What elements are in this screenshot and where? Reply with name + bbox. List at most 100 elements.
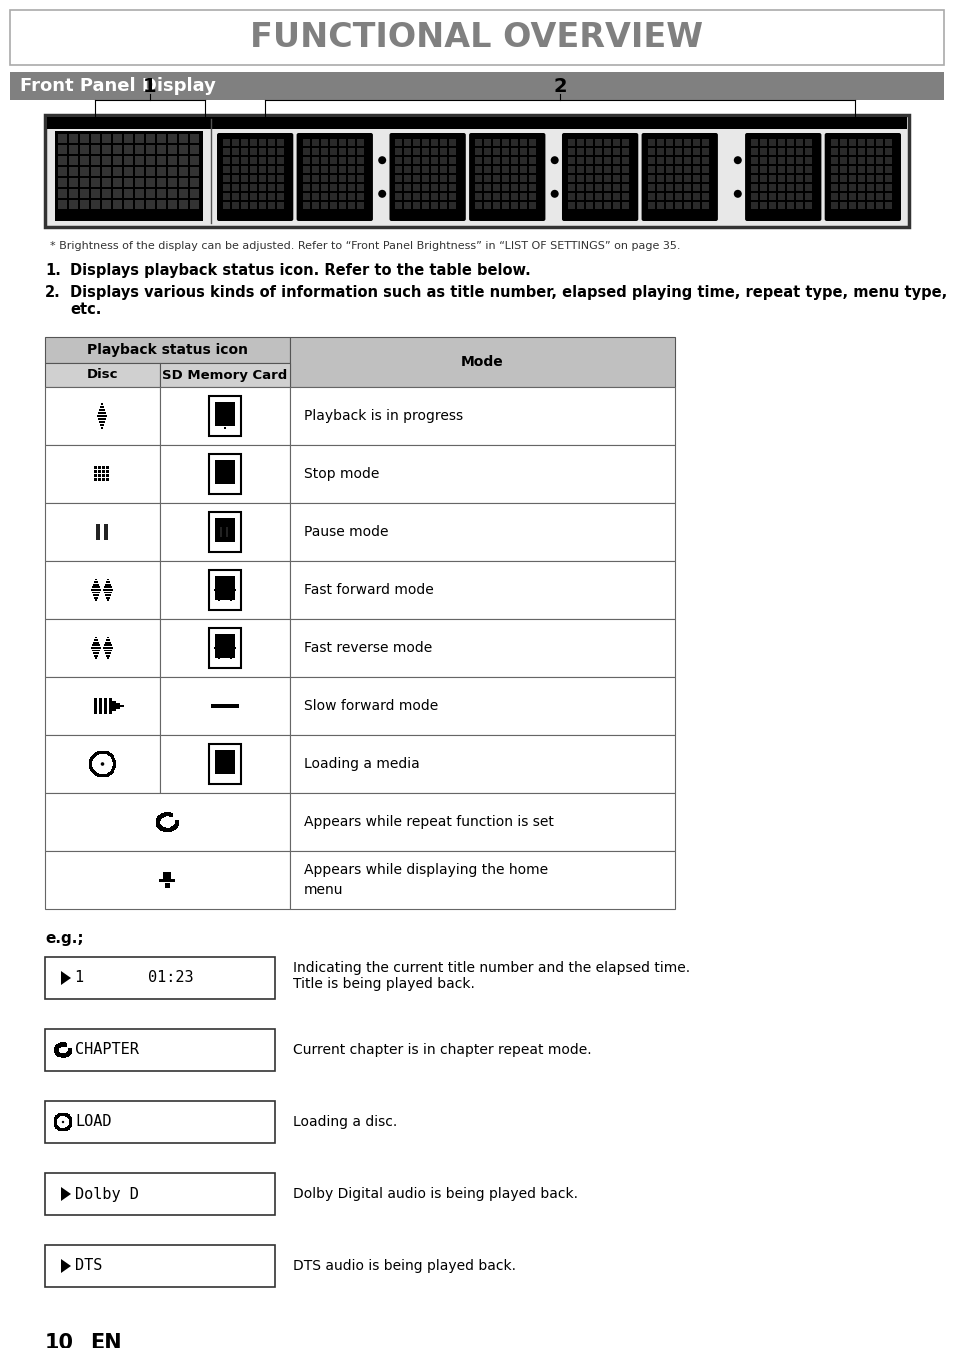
Bar <box>179 178 188 187</box>
Bar <box>146 156 154 164</box>
Bar <box>160 561 290 619</box>
Text: 1       01:23: 1 01:23 <box>75 971 193 985</box>
Bar <box>108 652 109 654</box>
Bar <box>567 156 575 164</box>
Bar <box>519 183 527 191</box>
Bar <box>93 647 95 648</box>
Bar <box>60 1128 63 1131</box>
Bar <box>395 193 402 200</box>
Bar <box>830 139 837 146</box>
Bar <box>857 183 863 191</box>
Bar <box>109 655 111 656</box>
Bar <box>103 751 106 754</box>
Bar <box>475 166 481 173</box>
Bar <box>69 189 78 198</box>
Bar <box>865 139 873 146</box>
Text: 2: 2 <box>553 77 566 97</box>
Bar <box>232 193 239 200</box>
Bar <box>750 166 758 173</box>
Bar <box>330 175 336 182</box>
Bar <box>404 139 411 146</box>
Bar <box>229 586 231 588</box>
Bar <box>80 178 89 187</box>
Bar <box>700 139 708 146</box>
Bar <box>112 763 116 766</box>
Bar <box>356 156 363 164</box>
Bar <box>621 193 628 200</box>
Text: Current chapter is in chapter repeat mode.: Current chapter is in chapter repeat mod… <box>293 1043 591 1057</box>
Bar <box>440 156 447 164</box>
Bar <box>106 647 107 648</box>
Bar <box>493 175 499 182</box>
Bar <box>700 183 708 191</box>
Bar <box>160 677 290 735</box>
Bar <box>65 1113 68 1116</box>
Bar <box>233 586 234 588</box>
Bar <box>54 1046 58 1050</box>
Bar <box>68 1126 71 1128</box>
Bar <box>124 200 132 209</box>
Circle shape <box>550 190 558 198</box>
Bar <box>160 826 164 830</box>
Bar <box>69 156 78 164</box>
Bar <box>227 592 229 593</box>
Bar <box>228 756 231 759</box>
Bar <box>595 166 601 173</box>
Bar <box>519 148 527 155</box>
Bar <box>227 411 229 414</box>
Bar <box>857 202 863 209</box>
Bar <box>320 183 327 191</box>
Bar <box>98 538 100 541</box>
Bar <box>224 421 226 422</box>
Bar <box>839 183 846 191</box>
Bar <box>865 183 873 191</box>
Bar <box>105 418 106 419</box>
Bar <box>102 418 104 419</box>
Bar <box>501 175 509 182</box>
Text: CHAPTER: CHAPTER <box>75 1042 139 1057</box>
Bar <box>93 589 95 590</box>
Bar <box>53 1119 57 1122</box>
Bar <box>217 758 220 760</box>
Bar <box>54 1047 58 1051</box>
Bar <box>222 647 223 648</box>
Bar <box>795 175 802 182</box>
Bar <box>226 415 228 417</box>
Bar <box>804 175 811 182</box>
Bar <box>54 1049 58 1053</box>
FancyBboxPatch shape <box>561 133 638 221</box>
Bar <box>768 156 776 164</box>
Bar <box>647 202 654 209</box>
Bar <box>231 767 233 770</box>
Bar <box>108 636 109 639</box>
Bar <box>830 175 837 182</box>
Bar <box>577 175 583 182</box>
Bar <box>656 193 663 200</box>
Bar <box>68 1049 71 1053</box>
Bar <box>167 828 171 832</box>
Bar <box>312 148 318 155</box>
Bar <box>857 156 863 164</box>
Bar <box>222 408 224 411</box>
Bar <box>226 527 230 537</box>
Bar <box>567 202 575 209</box>
Bar <box>55 1045 59 1049</box>
Bar <box>347 202 355 209</box>
Bar <box>330 148 336 155</box>
Bar <box>155 821 159 825</box>
Bar <box>91 770 94 772</box>
Bar <box>124 178 132 187</box>
Bar <box>883 156 891 164</box>
Bar <box>223 148 230 155</box>
Bar <box>449 156 456 164</box>
Bar <box>95 647 97 648</box>
Bar <box>760 175 766 182</box>
Bar <box>99 751 102 754</box>
Bar <box>567 183 575 191</box>
Bar <box>404 156 411 164</box>
Bar <box>223 175 230 182</box>
Bar <box>529 193 536 200</box>
Bar <box>768 183 776 191</box>
Bar <box>219 581 220 582</box>
Bar <box>230 647 232 648</box>
